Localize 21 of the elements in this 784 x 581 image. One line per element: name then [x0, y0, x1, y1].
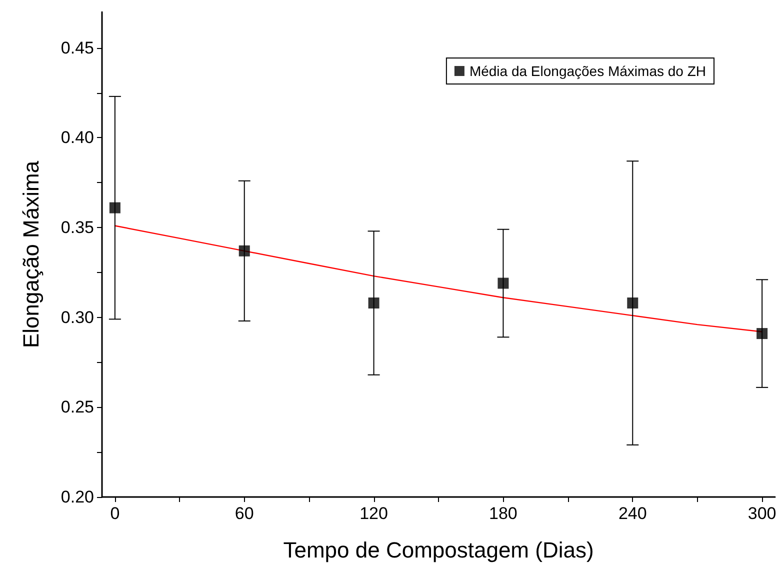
y-tick-label: 0.20: [60, 488, 94, 506]
x-tick-label: 300: [748, 504, 776, 523]
x-tick-label: 180: [489, 504, 518, 523]
x-axis-title: Tempo de Compostagem (Dias): [283, 538, 594, 562]
x-tick-label: 60: [234, 504, 254, 523]
y-tick-label: 0.35: [60, 218, 94, 238]
point: [627, 298, 638, 308]
point: [109, 202, 120, 214]
x-tick-label: 0: [110, 504, 120, 523]
x-tick-label: 120: [360, 504, 388, 523]
y-tick-label: 0.25: [60, 398, 94, 417]
point: [238, 245, 250, 256]
y-tick-label: 0.30: [60, 308, 94, 327]
legend-label: Média da Elongações Máximas do ZH: [469, 63, 706, 79]
y-tick-label: 0.40: [60, 128, 94, 148]
point: [498, 278, 509, 289]
point: [368, 298, 380, 308]
point: [756, 328, 768, 340]
y-tick-label: 0.45: [60, 38, 94, 58]
x-tick-label: 240: [618, 504, 647, 523]
y-axis-title: Elongação Máxima: [18, 160, 44, 348]
